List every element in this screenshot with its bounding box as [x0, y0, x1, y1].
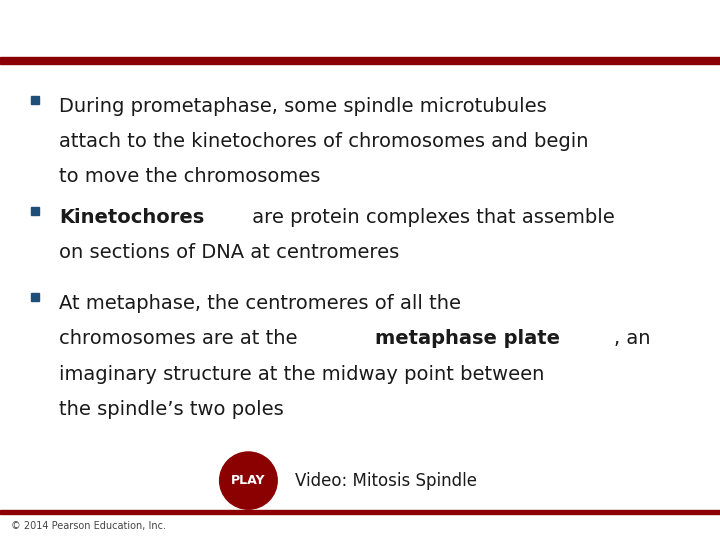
Text: on sections of DNA at centromeres: on sections of DNA at centromeres: [59, 243, 400, 262]
Text: Video: Mitosis Spindle: Video: Mitosis Spindle: [295, 471, 477, 490]
Text: Kinetochores: Kinetochores: [59, 208, 204, 227]
Text: PLAY: PLAY: [231, 474, 266, 487]
Text: At metaphase, the centromeres of all the: At metaphase, the centromeres of all the: [59, 294, 461, 313]
Bar: [30, 207, 39, 214]
Bar: [30, 293, 39, 301]
Text: chromosomes are at the: chromosomes are at the: [59, 329, 304, 348]
Text: the spindle’s two poles: the spindle’s two poles: [59, 400, 284, 419]
Text: During prometaphase, some spindle microtubules: During prometaphase, some spindle microt…: [59, 97, 546, 116]
Text: , an: , an: [613, 329, 650, 348]
Text: imaginary structure at the midway point between: imaginary structure at the midway point …: [59, 364, 544, 383]
Bar: [30, 96, 39, 104]
Text: attach to the kinetochores of chromosomes and begin: attach to the kinetochores of chromosome…: [59, 132, 588, 151]
Text: © 2014 Pearson Education, Inc.: © 2014 Pearson Education, Inc.: [11, 521, 166, 531]
Bar: [0, 510, 720, 514]
Text: to move the chromosomes: to move the chromosomes: [59, 167, 320, 186]
Text: metaphase plate: metaphase plate: [375, 329, 560, 348]
Bar: [0, 57, 720, 64]
Ellipse shape: [220, 452, 277, 509]
Text: are protein complexes that assemble: are protein complexes that assemble: [246, 208, 615, 227]
